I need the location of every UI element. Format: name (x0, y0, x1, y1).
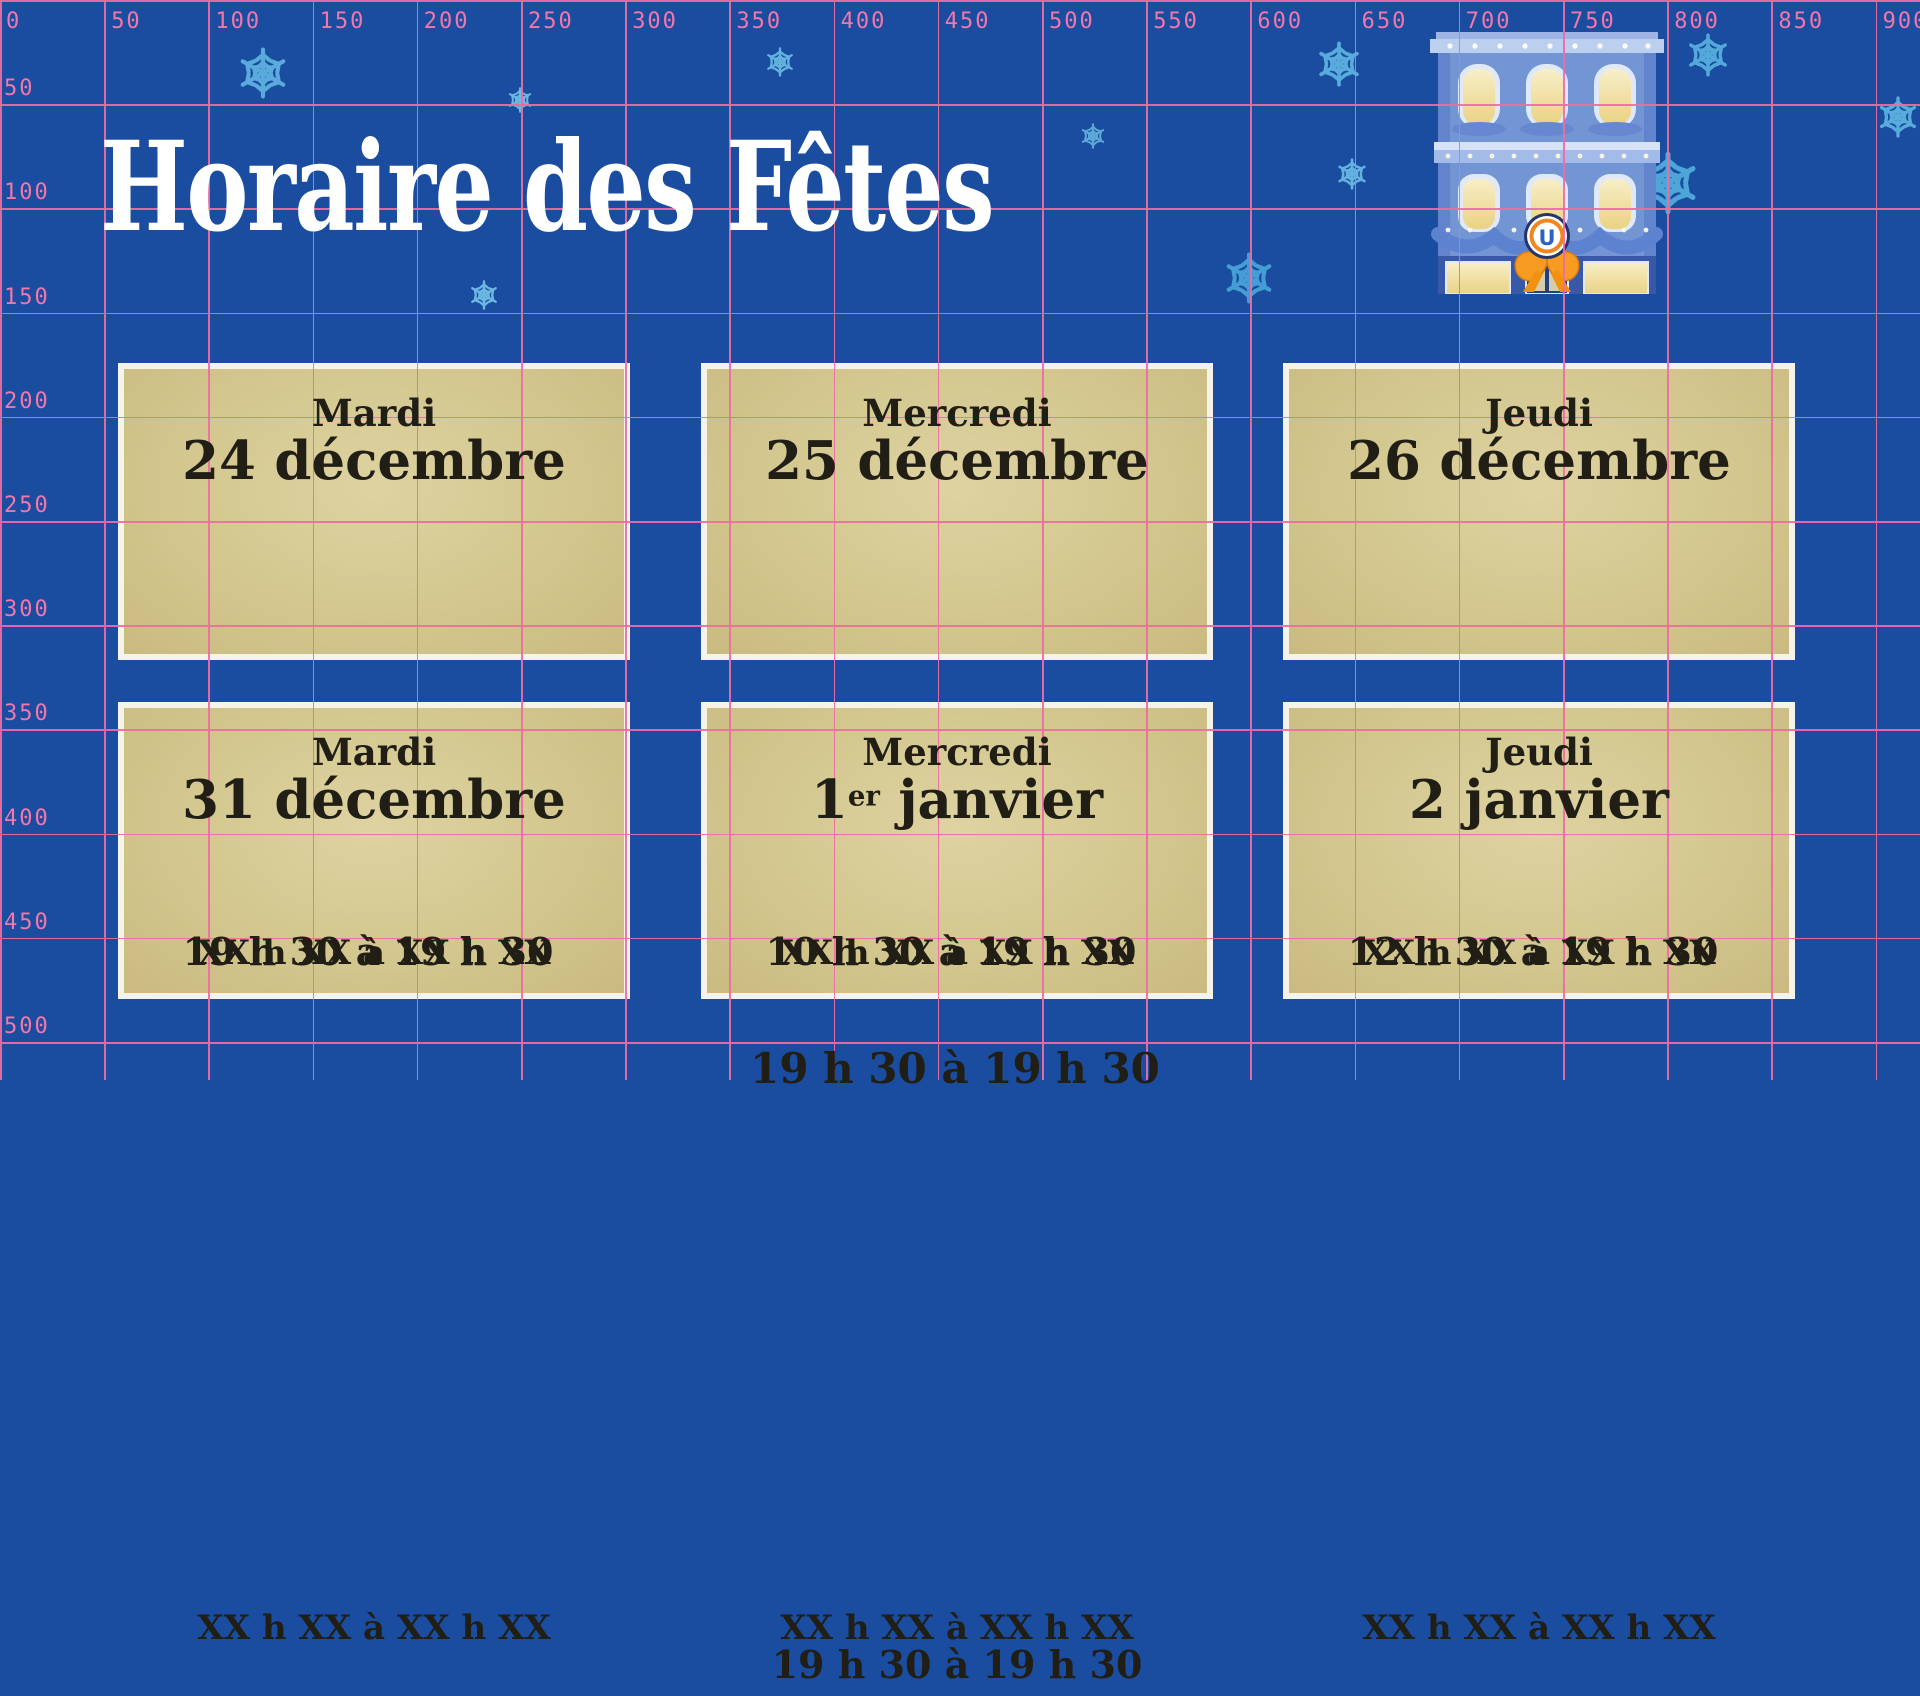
store-logo-letter: U (1538, 226, 1555, 250)
snowflake-icon (469, 280, 499, 310)
snowflake-icon (1686, 33, 1730, 77)
date-label: 24 décembre (182, 430, 566, 492)
date-label: 31 décembre (182, 769, 566, 831)
snowflake-icon (1336, 158, 1368, 190)
snowflake-icon (1223, 252, 1275, 304)
store-logo: U (1524, 213, 1570, 259)
snowflake-icon (765, 47, 795, 77)
snowflake-icon (237, 47, 289, 99)
ledge-lights-icon (1445, 153, 1649, 159)
card-bg-jan1 (701, 702, 1213, 999)
hours-placeholder: XX h XX à XX h XX (1362, 1608, 1716, 1648)
date-label: 26 décembre (1347, 430, 1731, 492)
day-label: Jeudi (1485, 730, 1593, 774)
day-label: Mercredi (862, 391, 1052, 435)
day-label: Mardi (311, 730, 437, 774)
hours-overlay: 10 h 30 à 19 h 30 (765, 929, 1137, 974)
ribbon-bow-icon (1514, 250, 1580, 292)
stray-hours-text: 19 h 30 à 19 h 30 (750, 1044, 1160, 1093)
snowflake-icon (1877, 96, 1919, 138)
card-bg-dec26 (1283, 363, 1795, 660)
card-dec24: Mardi 24 décembre (118, 363, 630, 660)
card-dec25: Mercredi 25 décembre (701, 363, 1213, 660)
card-jan2: Jeudi 2 janvier (1283, 702, 1795, 999)
hours-placeholder: XX h XX à XX h XX (780, 1608, 1134, 1648)
snowflake-icon (1080, 123, 1106, 149)
card-bg-dec25 (701, 363, 1213, 660)
date-label: 25 décembre (765, 430, 1149, 492)
card-dec26: Jeudi 26 décembre (1283, 363, 1795, 660)
store-building-illustration: U (1430, 32, 1664, 294)
day-label: Mercredi (862, 730, 1052, 774)
day-label: Jeudi (1485, 391, 1593, 435)
hours-overlay: 19 h 30 à 19 h 30 (182, 929, 554, 974)
hours-placeholder: XX h XX à XX h XX (197, 933, 551, 973)
card-bg-dec24 (118, 363, 630, 660)
card-bg-dec31 (118, 702, 630, 999)
hours-placeholder: XX h XX à XX h XX (780, 933, 1134, 973)
hours-overlay: 12 h 30 à 19 h 30 (1347, 929, 1719, 974)
day-label: Mardi (311, 391, 437, 435)
date-label: 1er janvier (810, 769, 1103, 831)
card-dec31: Mardi 31 décembre (118, 702, 630, 999)
roof-lights-icon (1447, 43, 1651, 49)
snowflake-icon (507, 87, 533, 113)
upper-windows (1452, 64, 1642, 136)
hours-placeholder: XX h XX à XX h XX (197, 1608, 551, 1648)
snowflake-icon (1316, 41, 1362, 87)
page-title: Horaire des Fêtes (100, 115, 995, 260)
card-bg-jan2 (1283, 702, 1795, 999)
hours-placeholder: XX h XX à XX h XX (1362, 933, 1716, 973)
date-label: 2 janvier (1409, 769, 1669, 831)
card-jan1: Mercredi 1er janvier (701, 702, 1213, 999)
hours-extra-line: 19 h 30 à 19 h 30 (771, 1642, 1143, 1687)
